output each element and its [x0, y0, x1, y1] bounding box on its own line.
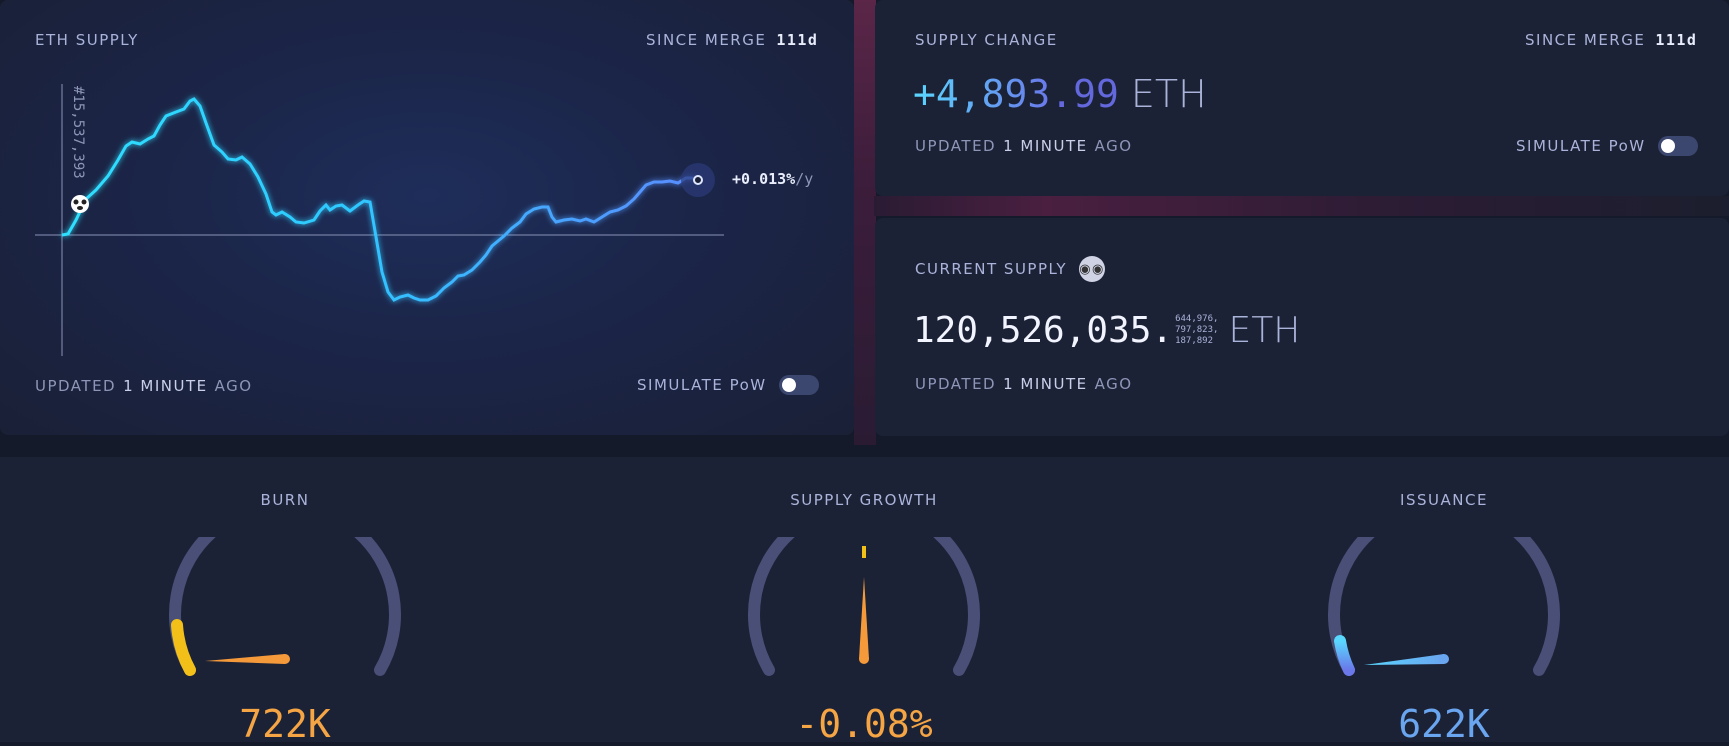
supply-growth-title: SUPPLY GROWTH	[790, 491, 938, 509]
supply-growth-gauge	[748, 537, 980, 676]
supply-growth-gauge-track	[748, 537, 980, 676]
burn-needle-hub	[280, 654, 290, 664]
decimals-line-1: 644,976,	[1175, 314, 1219, 324]
supply-change-card: SUPPLY CHANGE SINCE MERGE 111d +4,893 .9…	[875, 0, 1729, 196]
current-point-marker	[693, 175, 703, 185]
panda-eye-right	[81, 199, 87, 205]
burn-gauge-fill	[171, 619, 196, 676]
since-merge: SINCE MERGE 111d	[646, 31, 818, 49]
amount-value: 120,526,035.	[913, 310, 1174, 351]
supply-chart: #15,537,393	[35, 84, 724, 356]
updated-suffix: AGO	[1094, 137, 1133, 155]
burn-value: 722K	[239, 702, 331, 746]
amount-decimal: .99	[1050, 72, 1119, 116]
burn-gauge-track	[169, 537, 401, 676]
nerd-face-icon: ◉◉	[1079, 256, 1106, 282]
supply-growth-value: -0.08%	[795, 702, 933, 746]
burn-title: BURN	[260, 491, 310, 509]
simulate-pow: SIMULATE PoW	[1516, 136, 1698, 156]
simulate-pow-toggle[interactable]	[778, 375, 819, 395]
supply-growth-gauge-needle	[859, 577, 869, 659]
updated-value: 1 MINUTE	[1003, 375, 1088, 393]
amount-unit: ETH	[1228, 310, 1301, 351]
updated-status: UPDATED 1 MINUTE AGO	[35, 377, 253, 395]
current-supply-title: CURRENT SUPPLY	[915, 260, 1068, 278]
amount-fine-decimals: 644,976, 797,823, 187,892	[1175, 314, 1218, 347]
rate-value: +0.013%	[732, 170, 796, 188]
issuance-needle-hub	[1439, 654, 1449, 664]
simulate-pow-toggle[interactable]	[1657, 136, 1698, 156]
since-merge-label: SINCE MERGE	[646, 31, 767, 49]
simulate-pow-label: SIMULATE PoW	[1516, 137, 1646, 155]
toggle-knob	[1660, 139, 1675, 153]
supply-change-title: SUPPLY CHANGE	[915, 31, 1058, 49]
since-merge: SINCE MERGE 111d	[1525, 31, 1697, 49]
current-supply-card: CURRENT SUPPLY ◉◉ 120,526,035. 644,976, …	[875, 218, 1729, 436]
since-merge-value: 111d	[776, 31, 819, 49]
eth-supply-card: ETH SUPPLY SINCE MERGE 111d #15,537,393	[0, 0, 854, 435]
since-merge-value: 111d	[1655, 31, 1698, 49]
amount-integer: +4,893	[913, 72, 1051, 116]
updated-prefix: UPDATED	[35, 377, 117, 395]
block-number-label: #15,537,393	[70, 86, 86, 179]
card-divider-glow	[854, 0, 876, 445]
current-supply-amount: 120,526,035. 644,976, 797,823, 187,892 E…	[913, 310, 1300, 351]
updated-prefix: UPDATED	[915, 137, 997, 155]
rate-unit: /y	[795, 170, 814, 188]
amount-unit: ETH	[1130, 72, 1207, 116]
updated-status: UPDATED 1 MINUTE AGO	[915, 137, 1133, 155]
updated-suffix: AGO	[1094, 375, 1133, 393]
merge-panda-icon	[71, 195, 89, 213]
updated-value: 1 MINUTE	[123, 377, 208, 395]
burn-gauge-needle	[205, 654, 285, 664]
toggle-knob	[781, 378, 796, 392]
issuance-gauge-track	[1328, 537, 1560, 676]
issuance-gauge-fill	[1334, 635, 1355, 676]
decimals-line-2: 797,823,	[1175, 325, 1219, 335]
issuance-gauge-needle	[1364, 654, 1444, 665]
updated-value: 1 MINUTE	[1003, 137, 1088, 155]
decimals-line-3: 187,892	[1175, 336, 1214, 346]
simulate-pow: SIMULATE PoW	[637, 375, 819, 395]
eth-supply-title: ETH SUPPLY	[35, 31, 139, 49]
growth-needle-hub	[859, 654, 869, 664]
updated-status: UPDATED 1 MINUTE AGO	[915, 375, 1133, 393]
card-divider-glow-horizontal	[874, 196, 1729, 216]
burn-gauge	[169, 537, 401, 676]
since-merge-label: SINCE MERGE	[1525, 31, 1646, 49]
current-supply-header: CURRENT SUPPLY ◉◉	[915, 256, 1106, 282]
supply-change-amount: +4,893 .99 ETH	[913, 72, 1207, 116]
issuance-title: ISSUANCE	[1400, 491, 1488, 509]
updated-prefix: UPDATED	[915, 375, 997, 393]
gauges-section: BURN 722K SUPPLY GROWTH -0.08% ISSUANCE	[0, 457, 1729, 746]
rate-readout: +0.013% /y	[732, 170, 813, 188]
supply-line	[61, 97, 699, 302]
updated-suffix: AGO	[214, 377, 253, 395]
issuance-gauge	[1328, 537, 1560, 676]
simulate-pow-label: SIMULATE PoW	[637, 376, 767, 394]
panda-nose	[77, 206, 83, 210]
panda-eye-left	[73, 199, 79, 205]
issuance-value: 622K	[1398, 702, 1490, 746]
